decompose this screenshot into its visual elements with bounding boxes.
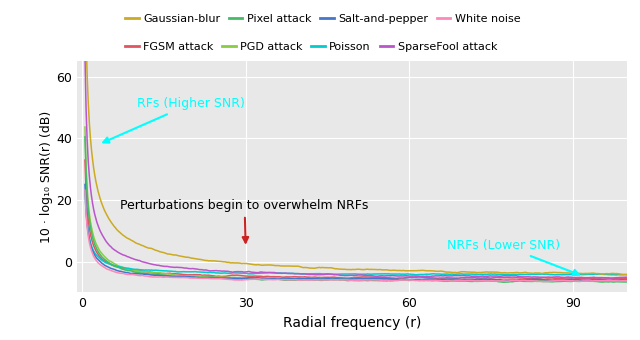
X-axis label: Radial frequency (r): Radial frequency (r) — [283, 316, 421, 330]
Legend: Gaussian-blur, Pixel attack, Salt-and-pepper, White noise: Gaussian-blur, Pixel attack, Salt-and-pe… — [121, 10, 525, 29]
Text: RFs (Higher SNR): RFs (Higher SNR) — [103, 98, 244, 143]
Text: NRFs (Lower SNR): NRFs (Lower SNR) — [447, 239, 579, 275]
Y-axis label: 10 · log₁₀ SNR(r) (dB): 10 · log₁₀ SNR(r) (dB) — [40, 111, 53, 243]
Text: Perturbations begin to overwhelm NRFs: Perturbations begin to overwhelm NRFs — [120, 199, 369, 243]
